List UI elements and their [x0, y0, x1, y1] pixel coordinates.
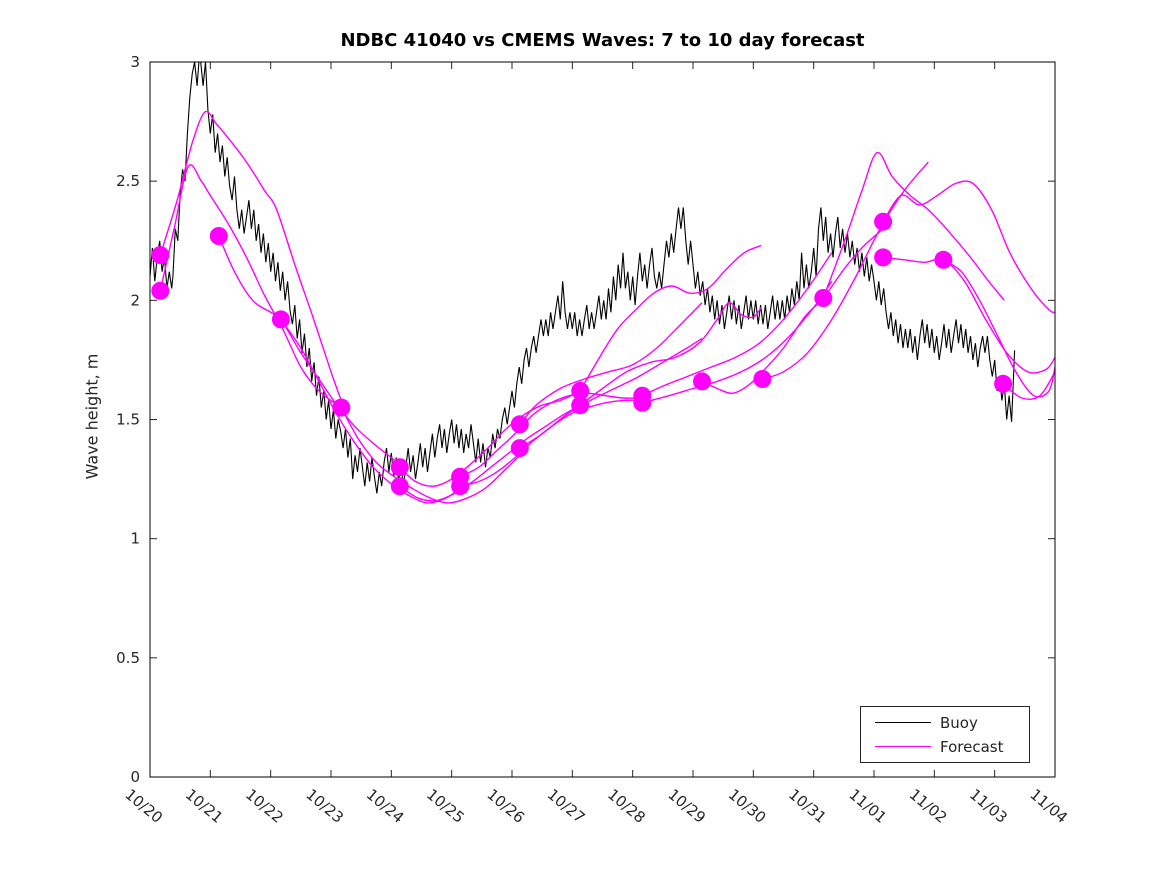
forecast-segment-line [159, 110, 342, 401]
x-tick-label: 11/03 [966, 785, 1011, 827]
forecast-start-marker [209, 227, 228, 245]
x-tick-label: 10/24 [363, 785, 408, 827]
forecast-segment-line [218, 235, 401, 466]
x-tick-label: 10/29 [664, 785, 709, 827]
x-tick-label: 11/04 [1026, 785, 1071, 827]
forecast-segment-line [701, 228, 884, 395]
legend-item-buoy: Buoy [875, 714, 1029, 732]
forecast-segment-line [399, 404, 582, 502]
forecast-start-marker [571, 381, 590, 400]
forecast-start-marker [151, 246, 170, 265]
forecast-start-marker [451, 477, 470, 496]
forecast-segment-line [159, 164, 342, 409]
forecast-start-marker [874, 212, 893, 231]
forecast-start-marker [271, 310, 290, 329]
forecast-start-marker [753, 370, 772, 388]
x-tick-label: 10/31 [785, 785, 830, 827]
forecast-segment-line [579, 244, 762, 392]
forecast-start-marker [571, 396, 590, 415]
forecast-segment-line [280, 319, 461, 504]
x-tick-label: 10/23 [302, 785, 347, 827]
legend-label-buoy: Buoy [940, 713, 978, 732]
forecast-start-marker [332, 398, 351, 417]
legend: Buoy Forecast [860, 706, 1030, 763]
x-tick-label: 10/22 [242, 785, 287, 827]
forecast-segment-line [882, 180, 1055, 314]
x-tick-label: 10/30 [725, 785, 770, 827]
x-tick-label: 11/01 [845, 785, 890, 827]
forecast-start-marker [814, 289, 833, 307]
forecast-start-marker [390, 458, 409, 477]
forecast-segment-line [882, 256, 1055, 374]
x-tick-label: 10/27 [544, 785, 589, 827]
legend-item-forecast: Forecast [875, 738, 1029, 756]
chart-title: NDBC 41040 vs CMEMS Waves: 7 to 10 day f… [340, 30, 865, 51]
forecast-start-marker [934, 250, 953, 269]
forecast-start-marker [874, 248, 893, 267]
forecast-segment-line [942, 259, 1055, 398]
legend-label-forecast: Forecast [940, 737, 1004, 756]
x-tick-label: 10/20 [121, 785, 166, 827]
x-tick-label: 10/21 [182, 785, 227, 827]
forecast-segment-line [1002, 371, 1055, 400]
y-tick-label: 2.5 [116, 172, 140, 190]
forecast-segment-line [642, 280, 833, 404]
y-tick-label: 1 [130, 530, 140, 548]
forecast-start-marker [510, 415, 529, 434]
forecast-segment-line [459, 392, 643, 478]
axis-box [149, 61, 1056, 778]
forecast-start-marker [510, 439, 529, 458]
y-tick-label: 3 [130, 53, 140, 71]
x-tick-label: 10/28 [604, 785, 649, 827]
forecast-segment-line [340, 407, 523, 504]
buoy-line-swatch [875, 722, 931, 723]
forecast-start-marker [994, 374, 1013, 393]
forecast-start-markers [151, 212, 1013, 496]
forecast-segment-line [399, 390, 582, 487]
forecast-line-swatch [875, 746, 931, 747]
y-tick-label: 0 [130, 768, 140, 786]
forecast-segment-line [762, 161, 929, 380]
y-tick-label: 2 [130, 291, 140, 309]
forecast-segment-line [822, 151, 1005, 301]
x-tick-label: 10/26 [483, 785, 528, 827]
y-tick-label: 1.5 [116, 411, 140, 429]
forecast-start-marker [390, 477, 409, 496]
forecast-segment-line [519, 337, 703, 449]
forecast-segment-line [519, 302, 703, 425]
buoy-series-line [150, 62, 1016, 494]
y-tick-label: 0.5 [116, 649, 140, 667]
forecast-start-marker [151, 281, 170, 300]
forecast-segment-line [459, 399, 643, 487]
x-tick-label: 10/25 [423, 785, 468, 827]
forecast-series-lines [159, 110, 1055, 504]
axis-ticks [149, 61, 1056, 778]
forecast-segment-line [642, 252, 833, 397]
x-tick-label: 11/02 [906, 785, 951, 827]
y-axis-title: Wave height, m [82, 353, 102, 480]
forecast-start-marker [633, 393, 652, 412]
forecast-start-marker [693, 372, 711, 391]
forecast-segment-line [579, 302, 762, 406]
